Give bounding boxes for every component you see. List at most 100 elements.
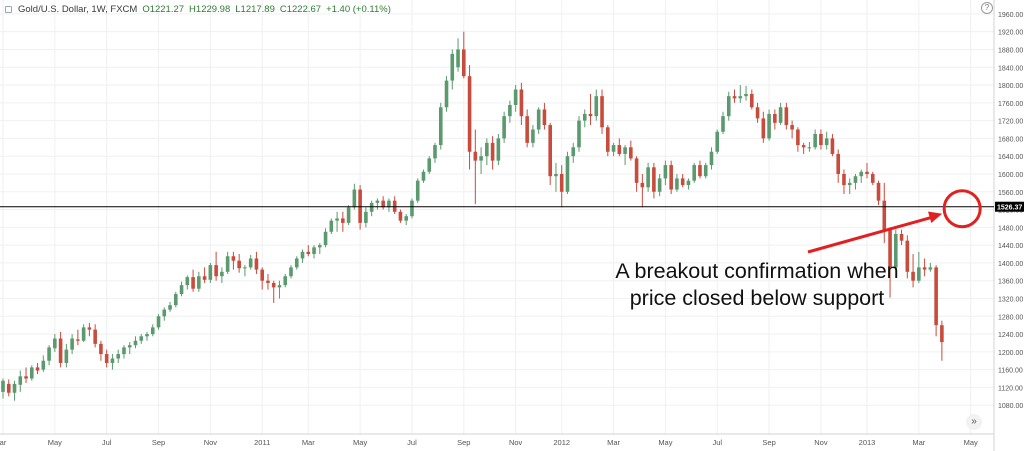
candle-down	[104, 354, 109, 363]
candle-up	[329, 220, 334, 232]
candle-up	[536, 109, 541, 130]
y-tick-label: 1760.00	[998, 101, 1023, 108]
y-tick-label: 1240.00	[998, 332, 1023, 339]
candle-up	[318, 245, 322, 248]
candle-down	[911, 271, 915, 281]
candle-up	[611, 145, 616, 152]
candle-up	[248, 258, 253, 268]
candle-down	[830, 138, 835, 154]
candle-up	[508, 105, 512, 117]
candle-up	[323, 231, 328, 246]
x-tick-label: Nov	[814, 438, 828, 447]
candle-up	[692, 165, 696, 181]
candle-down	[473, 151, 478, 161]
x-tick-label: May	[964, 438, 978, 447]
x-tick-label: May	[658, 438, 672, 447]
annotation-arrow	[807, 215, 935, 254]
candle-up	[485, 142, 489, 157]
y-tick-label: 1280.00	[998, 314, 1023, 321]
candle-up	[571, 147, 576, 157]
open-value: O1221.27	[142, 3, 185, 15]
candle-down	[237, 260, 241, 269]
y-tick-label: 1120.00	[998, 385, 1023, 392]
help-icon[interactable]: ?	[981, 2, 993, 14]
candle-up	[456, 49, 460, 68]
candle-down	[254, 258, 259, 270]
candle-up	[646, 167, 650, 188]
candle-up	[162, 309, 167, 317]
candle-down	[870, 173, 875, 183]
candle-up	[1, 380, 5, 392]
y-tick-label: 1080.00	[998, 403, 1023, 410]
candle-up	[686, 180, 691, 186]
low-value: L1217.89	[235, 3, 275, 15]
y-tick-label: 1680.00	[998, 136, 1023, 143]
close-value: C1222.67	[279, 3, 322, 15]
candle-down	[940, 325, 944, 343]
annotation-text: A breakout confirmation when price close…	[615, 259, 899, 310]
y-tick-label: 1880.00	[998, 47, 1023, 54]
candle-up	[496, 138, 501, 161]
candle-up	[853, 176, 858, 183]
candle-down	[842, 173, 846, 186]
y-tick-label: 1920.00	[998, 30, 1023, 37]
y-tick-label: 1360.00	[998, 279, 1023, 286]
candle-down	[542, 109, 547, 126]
candle-up	[70, 338, 74, 350]
candle-down	[865, 171, 869, 174]
candle-down	[191, 277, 195, 289]
candle-up	[744, 93, 748, 97]
candle-up	[168, 305, 172, 310]
candle-up	[364, 211, 368, 223]
candle-down	[640, 182, 645, 188]
candle-up	[554, 173, 558, 177]
y-tick-label: 1480.00	[998, 225, 1023, 232]
y-tick-label: 1400.00	[998, 261, 1023, 268]
candle-down	[6, 383, 11, 393]
x-tick-label: May	[353, 438, 367, 447]
candle-up	[64, 349, 69, 363]
candle-up	[133, 340, 138, 346]
candle-up	[156, 316, 161, 328]
candle-up	[352, 189, 357, 208]
x-tick-label: Jul	[712, 438, 722, 447]
candle-up	[479, 156, 483, 161]
candle-down	[87, 327, 92, 330]
candle-up	[81, 327, 86, 341]
candle-down	[525, 116, 529, 143]
candle-up	[283, 276, 288, 286]
candle-down	[819, 133, 823, 146]
candle-up	[767, 113, 771, 139]
candle-down	[600, 96, 604, 128]
symbol-title: Gold/U.S. Dollar, 1W, FXCM	[18, 3, 138, 15]
candle-up	[53, 338, 57, 349]
candle-up	[582, 113, 587, 121]
candle-up	[179, 285, 184, 295]
candle-up	[703, 165, 708, 177]
candle-down	[58, 338, 63, 363]
y-tick-label: 1840.00	[998, 65, 1023, 72]
candle-down	[260, 269, 264, 281]
candle-down	[629, 147, 633, 159]
candle-up	[122, 347, 126, 355]
y-tick-label: 1960.00	[998, 12, 1023, 19]
candle-down	[202, 276, 207, 280]
x-tick-label: Jul	[407, 438, 417, 447]
candle-up	[502, 116, 506, 139]
candle-up	[30, 367, 34, 379]
candle-down	[784, 107, 789, 126]
candle-up	[433, 145, 437, 159]
candle-up	[41, 360, 46, 370]
change-value: +1.40 (+0.11%)	[326, 3, 391, 15]
scroll-to-realtime-button[interactable]: »	[966, 414, 982, 430]
candle-up	[807, 147, 812, 149]
candle-down	[266, 280, 270, 283]
x-tick-label: Nov	[509, 438, 523, 447]
candle-down	[99, 343, 103, 355]
candle-down	[888, 229, 892, 268]
candle-up	[346, 207, 351, 223]
candle-down	[467, 76, 472, 152]
candle-down	[490, 142, 495, 161]
candle-up	[450, 53, 455, 81]
